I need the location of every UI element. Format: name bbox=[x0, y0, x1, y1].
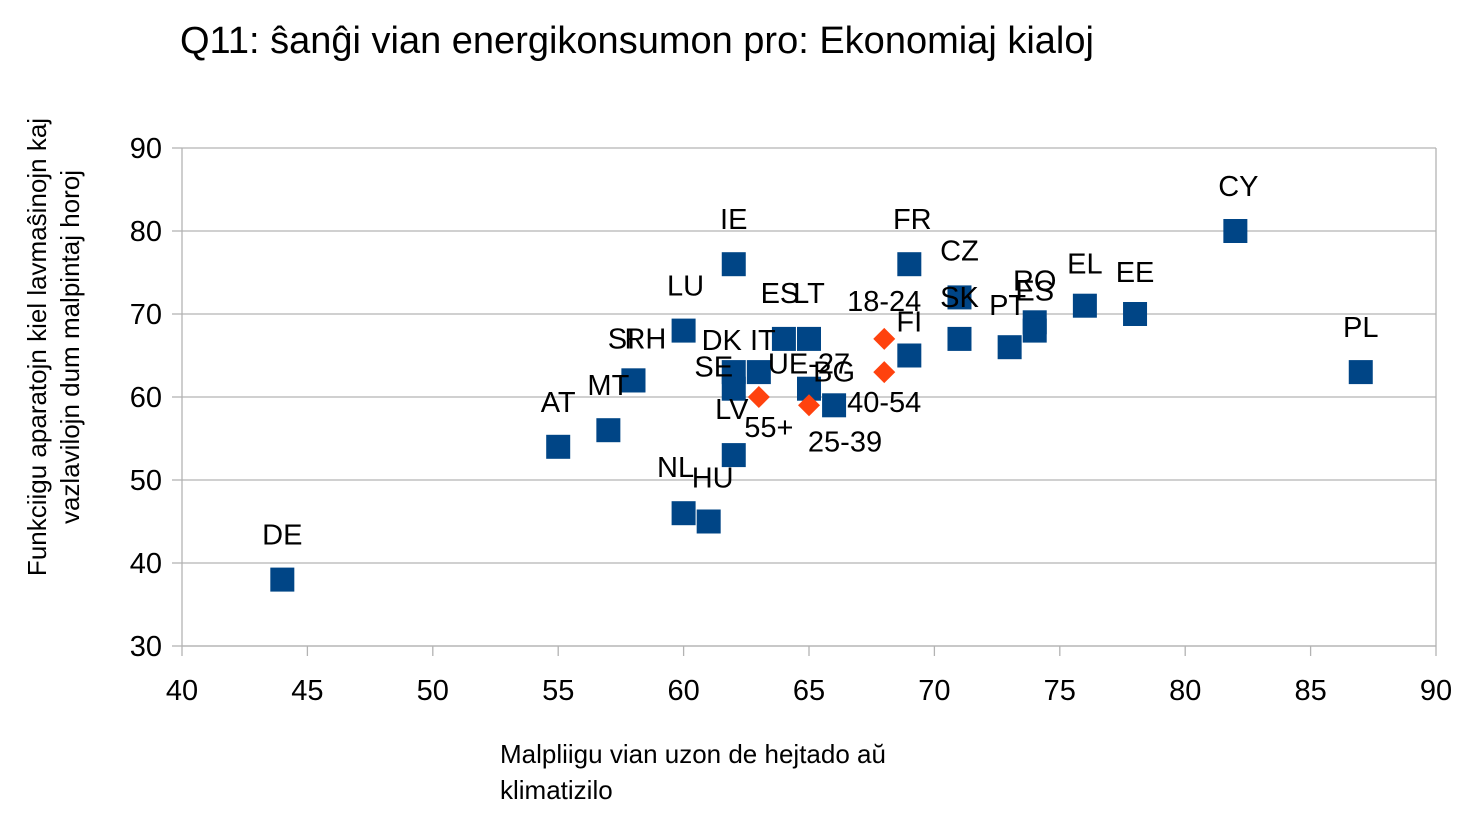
y-tick-label: 40 bbox=[130, 548, 162, 580]
x-tick-label: 85 bbox=[1294, 675, 1326, 707]
y-tick-label: 80 bbox=[130, 216, 162, 248]
data-point bbox=[1123, 302, 1148, 326]
data-point bbox=[1223, 219, 1248, 243]
x-tick-label: 40 bbox=[166, 675, 198, 707]
y-tick-label: 70 bbox=[130, 299, 162, 331]
data-label: CZ bbox=[940, 235, 979, 267]
data-point bbox=[671, 318, 696, 343]
data-label: AT bbox=[541, 387, 576, 419]
data-point bbox=[721, 360, 746, 385]
data-point bbox=[798, 394, 820, 417]
data-label: ES bbox=[761, 278, 800, 310]
data-label: SE bbox=[694, 352, 733, 384]
data-label: RO bbox=[1013, 265, 1057, 297]
data-point bbox=[947, 285, 972, 310]
x-tick-label: 75 bbox=[1044, 675, 1076, 707]
x-tick-label: 70 bbox=[918, 675, 950, 707]
data-point bbox=[671, 501, 696, 526]
y-tick-label: 30 bbox=[130, 631, 162, 663]
x-tick-label: 55 bbox=[542, 675, 574, 707]
data-point bbox=[947, 326, 972, 351]
data-label: RH bbox=[624, 323, 666, 355]
x-axis-label: Malpliigu vian uzon de hejtado aŭ klimat… bbox=[500, 739, 886, 805]
y-tick-label: 60 bbox=[130, 382, 162, 414]
data-point bbox=[696, 509, 721, 534]
data-point bbox=[1072, 293, 1097, 318]
data-label: 25-39 bbox=[808, 426, 882, 458]
x-tick-label: 50 bbox=[417, 675, 449, 707]
x-tick-label: 90 bbox=[1420, 675, 1452, 707]
data-point bbox=[1348, 360, 1373, 385]
data-label: 55+ bbox=[744, 412, 793, 444]
data-label: FR bbox=[893, 204, 932, 236]
data-label: EE bbox=[1116, 257, 1155, 289]
data-point bbox=[546, 434, 571, 459]
data-point bbox=[596, 418, 621, 443]
axes bbox=[172, 147, 1437, 656]
data-label: LU bbox=[667, 271, 704, 303]
data-label: SK bbox=[940, 282, 979, 314]
data-label: EL bbox=[1067, 249, 1102, 281]
data-label: BG bbox=[813, 356, 855, 388]
data-point bbox=[771, 326, 796, 351]
x-tick-label: 65 bbox=[793, 675, 825, 707]
data-point bbox=[721, 252, 746, 277]
data-point bbox=[897, 252, 922, 277]
data-point bbox=[747, 386, 770, 408]
data-label: PT bbox=[989, 290, 1026, 322]
data-point bbox=[822, 393, 847, 418]
data-label: CY bbox=[1218, 171, 1258, 203]
data-points bbox=[270, 219, 1373, 592]
data-point bbox=[621, 368, 646, 393]
data-point bbox=[1022, 318, 1047, 343]
y-axis-label: Funkciigu aparatojn kiel lavmaŝinojn kaj… bbox=[22, 117, 85, 577]
data-label: IE bbox=[720, 204, 747, 236]
data-label: ES bbox=[1015, 276, 1054, 308]
data-label: 40-54 bbox=[847, 387, 921, 419]
data-label: NL bbox=[657, 452, 694, 484]
chart-title: Q11: ŝanĝi vian energikonsumon pro: Ekon… bbox=[180, 20, 1094, 62]
y-tick-label: 50 bbox=[130, 465, 162, 497]
data-point bbox=[873, 361, 896, 384]
data-label: 18-24 bbox=[847, 286, 921, 318]
data-label: MT bbox=[587, 370, 629, 402]
data-label: DK bbox=[702, 325, 743, 357]
data-label: HU bbox=[692, 463, 734, 495]
data-label: PL bbox=[1343, 312, 1378, 344]
data-label: DE bbox=[262, 520, 302, 552]
x-tick-label: 60 bbox=[667, 675, 699, 707]
data-label: LV bbox=[715, 394, 749, 426]
data-point bbox=[721, 443, 746, 468]
data-label: LT bbox=[793, 278, 825, 310]
data-point bbox=[746, 360, 771, 385]
x-tick-label: 45 bbox=[291, 675, 323, 707]
data-point bbox=[873, 327, 896, 350]
x-tick-label: 80 bbox=[1169, 675, 1201, 707]
data-label: FI bbox=[896, 307, 922, 339]
data-point bbox=[797, 326, 821, 351]
y-tick-label: 90 bbox=[130, 133, 162, 165]
data-point bbox=[897, 343, 922, 368]
data-label: SI bbox=[608, 323, 635, 355]
data-point bbox=[270, 567, 295, 592]
data-point bbox=[997, 335, 1022, 360]
data-label: IT bbox=[750, 325, 776, 357]
data-label: UE-27 bbox=[768, 349, 850, 381]
